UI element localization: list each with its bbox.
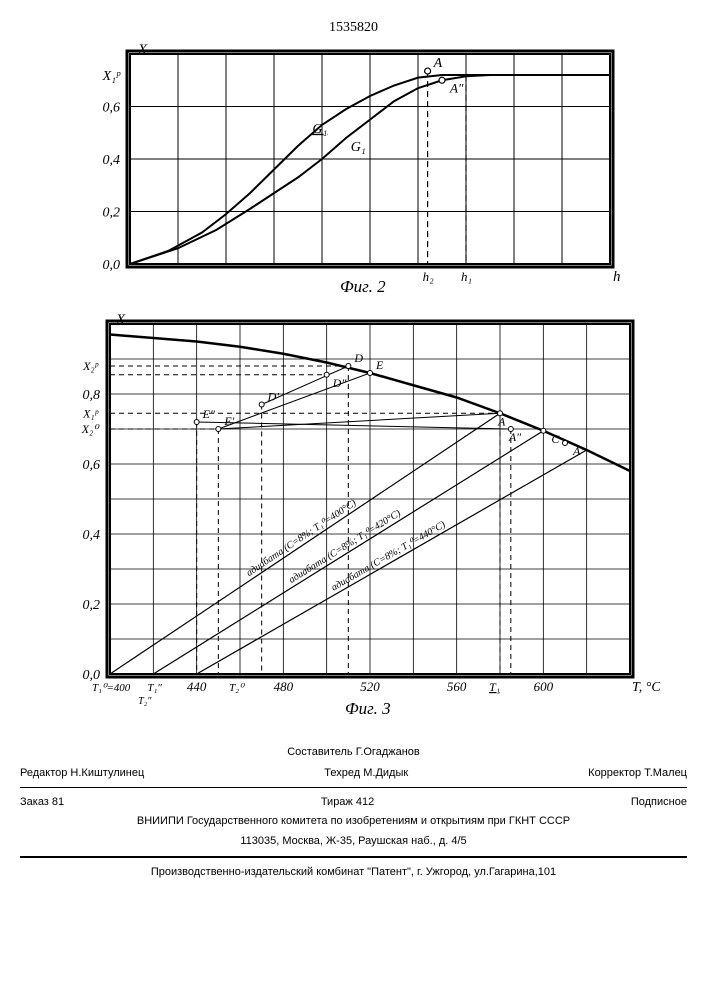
compiler-name: Г.Огаджанов xyxy=(356,746,420,758)
svg-text:D″: D″ xyxy=(332,376,348,390)
svg-text:0,8: 0,8 xyxy=(83,388,101,403)
svg-text:X₁ᵖ: X₁ᵖ xyxy=(102,69,121,84)
svg-text:A: A xyxy=(497,414,506,428)
svg-text:0,6: 0,6 xyxy=(83,458,101,473)
svg-text:A″: A″ xyxy=(449,80,464,95)
svg-text:T₁⁰=400: T₁⁰=400 xyxy=(92,682,131,694)
credits-block: Составитель Г.Огаджанов Редактор Н.Кишту… xyxy=(20,744,687,880)
svg-text:G₁: G₁ xyxy=(351,140,366,155)
tirazh-label: Тираж xyxy=(321,796,353,808)
svg-text:0,4: 0,4 xyxy=(103,153,121,168)
svg-text:D': D' xyxy=(267,390,280,404)
svg-text:T₁: T₁ xyxy=(489,680,500,694)
svg-text:T₂⁰: T₂⁰ xyxy=(229,682,245,694)
subscription-label: Подписное xyxy=(631,794,687,811)
svg-text:X: X xyxy=(137,44,148,58)
editor-label: Редактор xyxy=(20,767,67,779)
svg-text:520: 520 xyxy=(360,679,380,694)
svg-text:X₂ᵖ: X₂ᵖ xyxy=(82,359,99,373)
svg-text:X: X xyxy=(115,314,126,328)
footer-line: Производственно-издательский комбинат "П… xyxy=(20,864,687,881)
org-line-1: ВНИИПИ Государственного комитета по изоб… xyxy=(20,813,687,830)
order-label: Заказ xyxy=(20,796,49,808)
svg-text:D: D xyxy=(353,351,363,365)
svg-text:A': A' xyxy=(572,444,583,458)
svg-text:T₂″: T₂″ xyxy=(138,696,152,707)
tirazh-value: 412 xyxy=(356,796,374,808)
svg-text:G₁: G₁ xyxy=(312,122,327,137)
order-no: 81 xyxy=(52,796,64,808)
corrector-label: Корректор xyxy=(588,767,641,779)
compiler-label: Составитель xyxy=(287,746,352,758)
svg-text:0,4: 0,4 xyxy=(83,528,101,543)
svg-text:560: 560 xyxy=(447,679,467,694)
svg-text:0,0: 0,0 xyxy=(83,668,101,683)
svg-text:h₁: h₁ xyxy=(461,269,472,284)
svg-text:0,0: 0,0 xyxy=(103,258,121,273)
svg-text:A: A xyxy=(433,56,443,71)
svg-text:X₁ᵖ: X₁ᵖ xyxy=(82,406,99,420)
svg-text:T, °C: T, °C xyxy=(632,680,660,695)
corrector-name: Т.Малец xyxy=(644,767,687,779)
svg-text:0,2: 0,2 xyxy=(83,598,101,613)
svg-text:0,6: 0,6 xyxy=(103,101,121,116)
figure-2: 0,0 0,2 0,4 0,6 X₁ᵖ X G₁ G₁ A A″ h₂ h₁ h Фиг. 2 xyxy=(20,44,687,314)
svg-text:E': E' xyxy=(223,414,234,428)
svg-text:h: h xyxy=(613,269,621,285)
svg-text:Фиг. 3: Фиг. 3 xyxy=(345,699,391,718)
svg-text:600: 600 xyxy=(534,679,554,694)
svg-text:Фиг. 2: Фиг. 2 xyxy=(340,277,386,296)
svg-text:E: E xyxy=(375,358,384,372)
document-number: 1535820 xyxy=(20,20,687,36)
techred-label: Техред xyxy=(324,767,360,779)
svg-text:0,2: 0,2 xyxy=(103,206,121,221)
svg-text:480: 480 xyxy=(274,679,294,694)
org-line-2: 113035, Москва, Ж-35, Раушская наб., д. … xyxy=(20,833,687,850)
editor-name: Н.Киштулинец xyxy=(70,767,144,779)
svg-text:h₂: h₂ xyxy=(423,269,435,284)
svg-text:E″: E″ xyxy=(202,407,216,421)
svg-text:A″: A″ xyxy=(508,430,522,444)
techred-name: М.Дидык xyxy=(363,767,408,779)
svg-text:C: C xyxy=(551,432,560,446)
svg-text:X₂⁰: X₂⁰ xyxy=(81,422,101,436)
svg-text:440: 440 xyxy=(187,679,207,694)
svg-text:T₁″: T₁″ xyxy=(147,682,162,694)
figure-3: 0,0 0,2 0,4 0,6 0,8 X 440 480 520 560 600 T, °C T₁⁰=… xyxy=(20,314,687,734)
